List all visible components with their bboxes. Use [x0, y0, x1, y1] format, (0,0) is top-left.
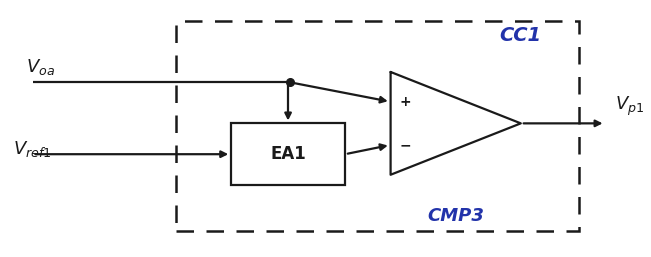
Bar — [176, 21, 579, 231]
Text: −: − — [399, 138, 411, 152]
Text: EA1: EA1 — [270, 145, 306, 163]
Text: $\mathit{V_{oa}}$: $\mathit{V_{oa}}$ — [26, 57, 55, 77]
Text: CC1: CC1 — [500, 26, 542, 45]
Text: CMP3: CMP3 — [427, 207, 484, 225]
Bar — [231, 123, 345, 185]
Text: $\mathit{V_{p1}}$: $\mathit{V_{p1}}$ — [615, 95, 644, 118]
Text: +: + — [399, 95, 411, 109]
Text: $\mathit{V_{ref1}}$: $\mathit{V_{ref1}}$ — [13, 139, 51, 159]
